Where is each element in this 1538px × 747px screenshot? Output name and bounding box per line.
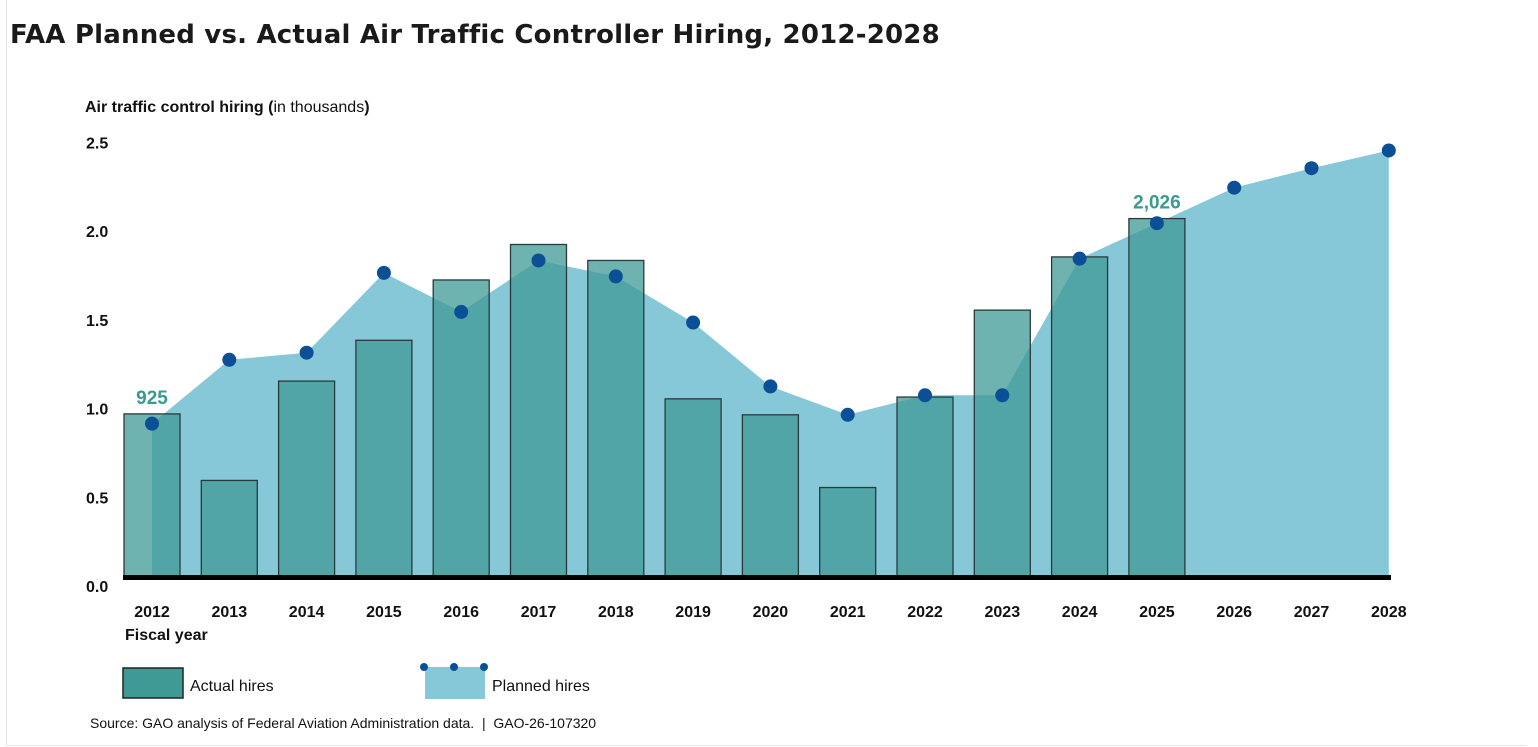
- planned-hires-point-2014: [299, 345, 314, 360]
- source-note: Source: GAO analysis of Federal Aviation…: [90, 715, 596, 731]
- planned-hires-point-2022: [918, 388, 932, 403]
- actual-hires-bar-2014: [277, 380, 336, 579]
- actual-hires-bar-2013: [200, 479, 258, 579]
- planned-hires-point-2026: [1227, 180, 1242, 195]
- planned-hires-point-2018: [608, 269, 623, 284]
- legend-planned-marker: [480, 663, 488, 671]
- actual-hires-bar-2018: [587, 259, 645, 579]
- x-tick-label: 2027: [1294, 604, 1330, 621]
- actual-hires-bar-2020: [741, 414, 800, 579]
- legend-actual-swatch: [122, 667, 184, 699]
- legend-planned-label: Planned hires: [492, 678, 590, 695]
- actual-hires-bar-2023: [973, 309, 1031, 579]
- x-tick-label: 2013: [212, 604, 248, 621]
- x-tick-label: 2020: [753, 604, 789, 621]
- planned-hires-point-2013: [222, 352, 237, 367]
- legend-planned-swatch: [425, 667, 485, 699]
- x-axis-label: Fiscal year: [125, 627, 208, 644]
- x-axis-line: [123, 575, 1391, 580]
- actual-hires-bar-2025: [1128, 217, 1186, 579]
- data-label-2012: 925: [136, 388, 168, 409]
- x-tick-label: 2018: [598, 604, 634, 621]
- planned-hires-point-2024: [1072, 251, 1087, 266]
- y-axis-label: Air traffic control hiring (in thousands…: [85, 99, 370, 116]
- planned-hires-point-2021: [840, 407, 855, 422]
- actual-hires-bar-2022: [896, 396, 954, 579]
- legend-planned-marker: [420, 663, 428, 671]
- planned-hires-point-2025: [1149, 216, 1164, 231]
- y-tick-label: 0.5: [86, 490, 108, 507]
- y-tick-label: 2.0: [86, 224, 108, 241]
- data-label-2025: 2,026: [1133, 193, 1181, 214]
- actual-hires-bar-2017: [509, 243, 568, 579]
- planned-hires-point-2015: [376, 265, 391, 280]
- x-tick-label: 2025: [1139, 604, 1175, 621]
- x-tick-label: 2012: [134, 604, 170, 621]
- x-tick-label: 2014: [289, 604, 325, 621]
- x-tick-label: 2026: [1216, 604, 1252, 621]
- x-tick-label: 2019: [675, 604, 711, 621]
- planned-hires-point-2017: [531, 253, 546, 268]
- x-tick-label: 2017: [521, 604, 557, 621]
- x-tick-label: 2028: [1371, 604, 1407, 621]
- x-tick-label: 2016: [443, 604, 479, 621]
- x-tick-label: 2022: [907, 604, 943, 621]
- actual-hires-bar-2015: [355, 339, 413, 579]
- chart-frame: [6, 0, 1527, 746]
- actual-hires-bar-2012: [123, 413, 181, 579]
- actual-hires-bar-2024: [1050, 256, 1109, 579]
- x-tick-label: 2015: [366, 604, 402, 621]
- y-tick-label: 1.0: [86, 402, 108, 419]
- y-tick-label: 2.5: [86, 136, 108, 153]
- planned-hires-point-2016: [454, 304, 469, 319]
- actual-hires-bar-2021: [819, 486, 877, 579]
- planned-hires-point-2023: [995, 388, 1010, 403]
- legend-actual-label: Actual hires: [190, 678, 274, 695]
- x-tick-label: 2023: [985, 604, 1021, 621]
- planned-hires-point-2027: [1304, 161, 1319, 176]
- y-tick-label: 1.5: [86, 313, 108, 330]
- x-tick-label: 2021: [830, 604, 866, 621]
- planned-hires-point-2019: [686, 315, 701, 330]
- planned-hires-point-2020: [763, 379, 778, 394]
- x-tick-label: 2024: [1062, 604, 1098, 621]
- y-tick-label: 0.0: [86, 579, 108, 596]
- legend-planned-marker: [450, 663, 458, 671]
- actual-hires-bar-2019: [664, 398, 722, 579]
- actual-hires-bar-2016: [432, 279, 490, 579]
- planned-hires-point-2012: [145, 416, 159, 431]
- planned-hires-point-2028: [1381, 143, 1396, 158]
- chart-title: FAA Planned vs. Actual Air Traffic Contr…: [10, 20, 940, 50]
